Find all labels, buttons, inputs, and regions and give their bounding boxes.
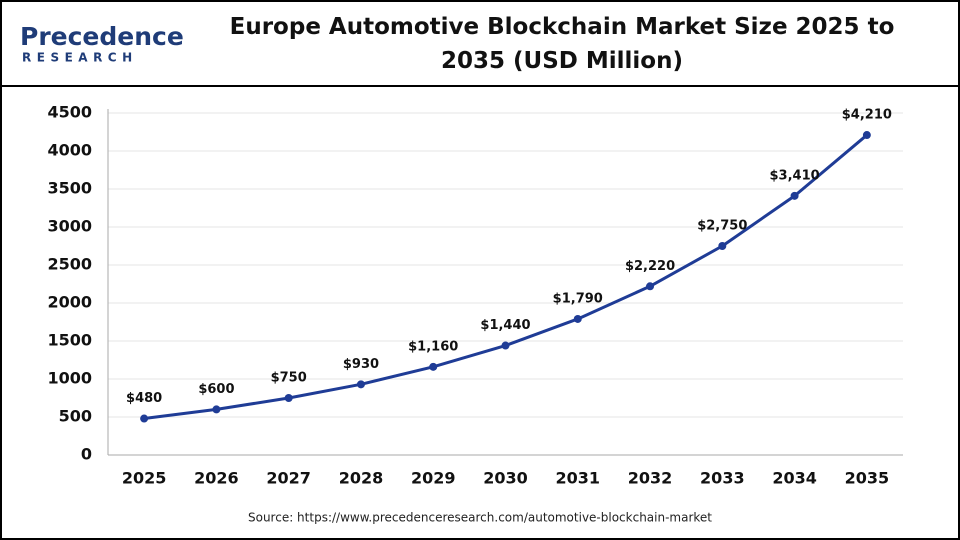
x-tick-label: 2032 bbox=[628, 469, 673, 488]
x-tick-label: 2027 bbox=[266, 469, 311, 488]
x-tick-label: 2034 bbox=[772, 469, 817, 488]
y-tick-label: 500 bbox=[59, 407, 92, 426]
data-label: $930 bbox=[343, 357, 379, 372]
data-point bbox=[646, 282, 655, 291]
logo-name: Precedence bbox=[20, 22, 184, 51]
y-tick-label: 3000 bbox=[47, 217, 92, 236]
x-tick-label: 2033 bbox=[700, 469, 745, 488]
y-tick-label: 1500 bbox=[47, 331, 92, 350]
y-tick-label: 4500 bbox=[47, 103, 92, 122]
source-note: Source: https://www.precedenceresearch.c… bbox=[248, 511, 712, 525]
x-tick-label: 2031 bbox=[556, 469, 601, 488]
x-tick-label: 2029 bbox=[411, 469, 456, 488]
data-point bbox=[212, 405, 221, 414]
data-label: $1,440 bbox=[480, 318, 530, 333]
data-point bbox=[356, 380, 365, 389]
data-point bbox=[501, 341, 510, 350]
y-tick-label: 2500 bbox=[47, 255, 92, 274]
data-label: $600 bbox=[198, 382, 234, 397]
data-label: $1,160 bbox=[408, 339, 458, 354]
data-label: $3,410 bbox=[770, 168, 820, 183]
data-label: $750 bbox=[271, 371, 307, 386]
x-tick-label: 2030 bbox=[483, 469, 528, 488]
y-tick-label: 1000 bbox=[47, 369, 92, 388]
data-point bbox=[140, 414, 149, 423]
data-label: $4,210 bbox=[842, 108, 892, 123]
data-point bbox=[718, 242, 727, 250]
x-tick-label: 2028 bbox=[339, 469, 384, 488]
data-point bbox=[284, 394, 293, 402]
y-tick-label: 4000 bbox=[47, 141, 92, 160]
y-tick-label: 3500 bbox=[47, 179, 92, 198]
data-point bbox=[790, 191, 799, 200]
data-point bbox=[429, 362, 438, 371]
data-point bbox=[573, 314, 582, 323]
y-tick-label: 2000 bbox=[47, 293, 92, 312]
data-label: $2,750 bbox=[697, 219, 747, 234]
chart-title: Europe Automotive Blockchain Market Size… bbox=[229, 14, 895, 74]
data-point bbox=[862, 131, 871, 140]
data-label: $480 bbox=[126, 391, 162, 406]
data-label: $2,220 bbox=[625, 259, 675, 274]
logo-tagline: RESEARCH bbox=[22, 51, 138, 65]
x-tick-label: 2025 bbox=[122, 469, 167, 488]
data-label: $1,790 bbox=[553, 291, 603, 306]
y-tick-label: 0 bbox=[81, 445, 92, 464]
data-line bbox=[143, 133, 868, 421]
x-tick-label: 2035 bbox=[845, 469, 890, 488]
header-rule bbox=[2, 85, 958, 87]
x-tick-label: 2026 bbox=[194, 469, 239, 488]
